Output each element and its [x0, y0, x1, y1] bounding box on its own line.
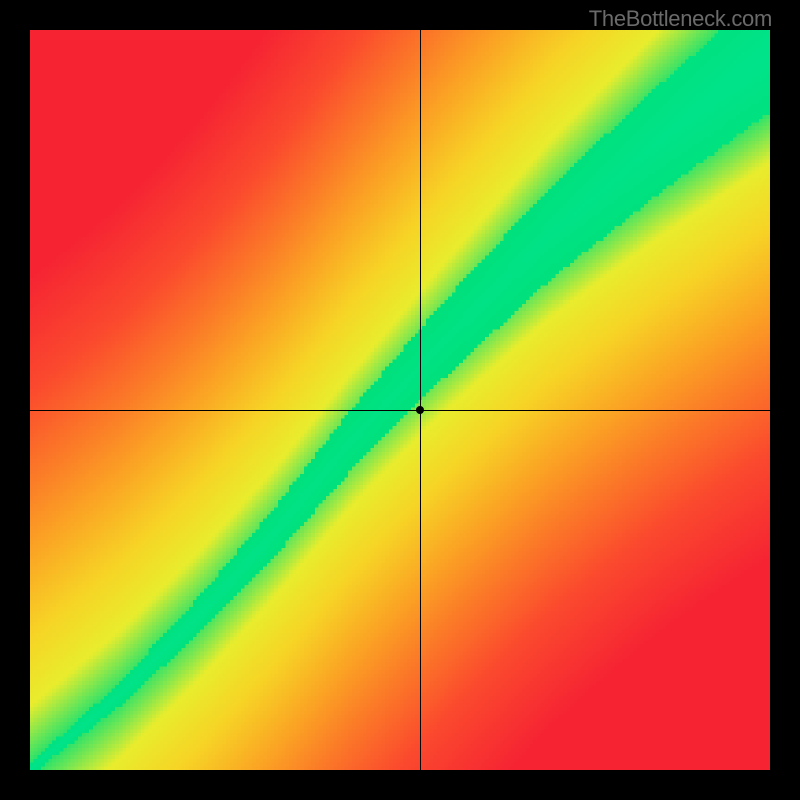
- heatmap-canvas: [30, 30, 770, 770]
- bottleneck-heatmap: [30, 30, 770, 770]
- marker-dot: [416, 406, 424, 414]
- crosshair-vertical: [420, 30, 421, 770]
- crosshair-horizontal: [30, 410, 770, 411]
- watermark-text: TheBottleneck.com: [589, 6, 772, 32]
